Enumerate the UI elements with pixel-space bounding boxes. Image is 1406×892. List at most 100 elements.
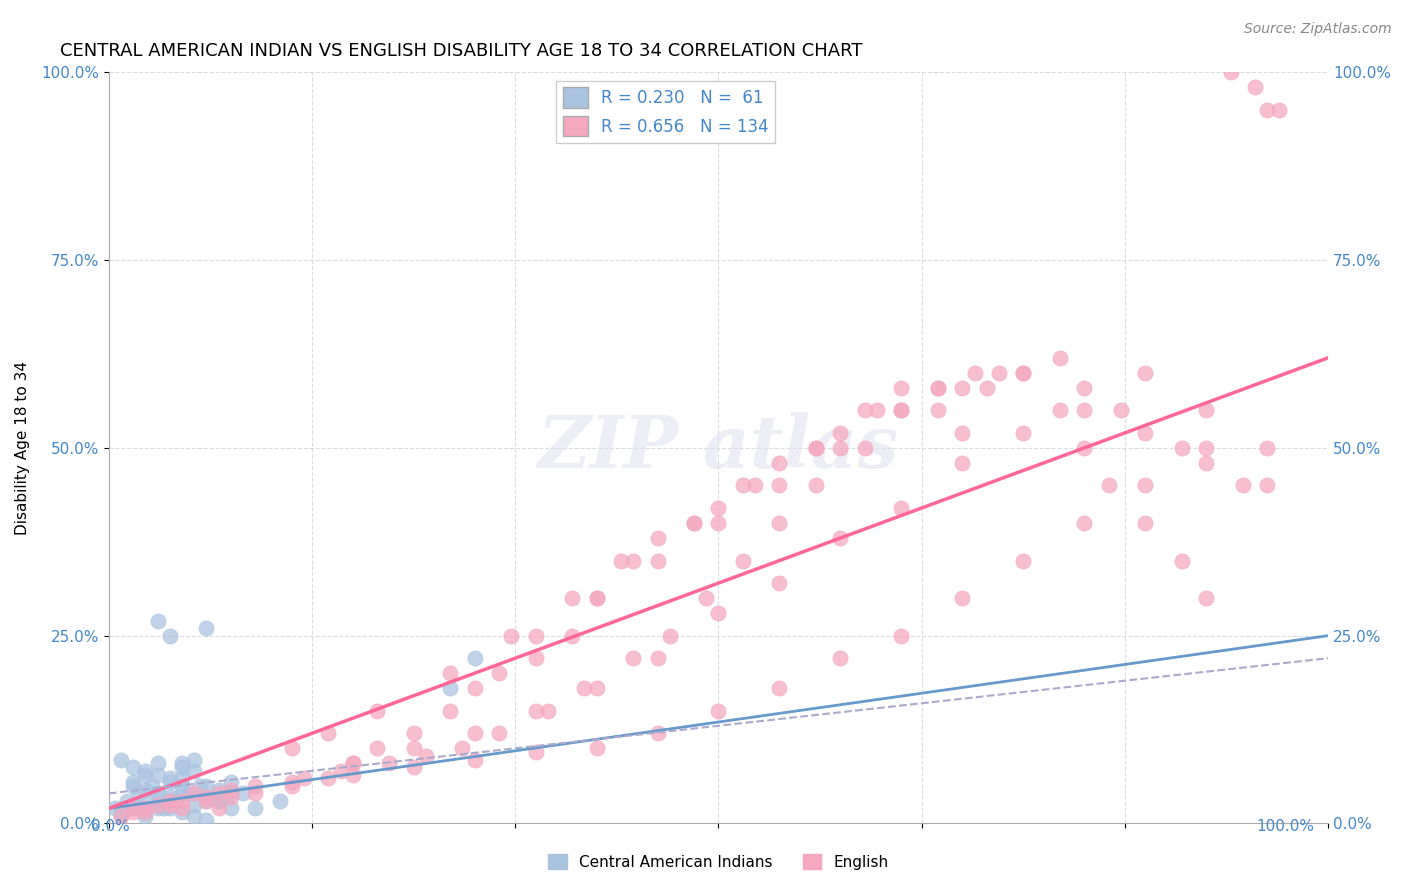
Point [134,794,156,808]
Point [170,794,193,808]
Point [1256,478,1278,492]
Point [1195,403,1218,417]
Point [110,809,132,823]
Point [195,621,218,635]
Point [707,606,730,620]
Text: 0.0%: 0.0% [91,819,131,834]
Point [804,441,827,455]
Point [269,794,291,808]
Point [134,767,156,781]
Point [647,726,669,740]
Point [853,403,876,417]
Point [110,753,132,767]
Point [146,797,169,812]
Point [122,779,145,793]
Point [292,772,315,786]
Point [585,591,607,606]
Point [524,629,547,643]
Point [195,790,218,805]
Point [280,775,302,789]
Point [159,790,181,805]
Point [1244,80,1267,95]
Point [134,809,156,823]
Point [830,651,852,665]
Point [188,779,211,793]
Point [342,756,364,771]
Point [830,441,852,455]
Point [195,794,218,808]
Point [890,500,912,515]
Point [165,794,187,808]
Point [830,531,852,545]
Point [683,516,706,530]
Point [115,794,138,808]
Point [950,425,973,440]
Point [170,760,193,774]
Point [402,726,425,740]
Point [1232,478,1254,492]
Point [378,756,401,771]
Point [219,775,242,789]
Point [707,516,730,530]
Point [1135,478,1157,492]
Point [976,381,998,395]
Point [621,553,644,567]
Point [159,772,181,786]
Text: CENTRAL AMERICAN INDIAN VS ENGLISH DISABILITY AGE 18 TO 34 CORRELATION CHART: CENTRAL AMERICAN INDIAN VS ENGLISH DISAB… [60,42,862,60]
Point [170,779,193,793]
Point [695,591,717,606]
Point [488,666,510,681]
Point [1073,381,1095,395]
Point [1109,403,1132,417]
Point [146,767,169,781]
Point [342,756,364,771]
Point [134,782,156,797]
Point [963,366,986,380]
Point [415,748,437,763]
Point [146,756,169,771]
Point [183,809,205,823]
Point [1171,553,1194,567]
Point [152,801,174,815]
Point [890,403,912,417]
Point [561,591,583,606]
Point [658,629,681,643]
Point [987,366,1010,380]
Text: Source: ZipAtlas.com: Source: ZipAtlas.com [1244,22,1392,37]
Point [927,403,949,417]
Point [207,782,229,797]
Point [134,801,156,815]
Point [195,779,218,793]
Point [366,741,388,756]
Point [561,629,583,643]
Point [219,786,242,800]
Point [207,786,229,800]
Point [647,651,669,665]
Text: ZIP atlas: ZIP atlas [538,412,898,483]
Point [1219,65,1241,79]
Point [537,704,560,718]
Point [159,801,181,815]
Point [1098,478,1121,492]
Legend: R = 0.230   N =  61, R = 0.656   N = 134: R = 0.230 N = 61, R = 0.656 N = 134 [557,81,775,143]
Point [439,666,461,681]
Point [207,801,229,815]
Point [866,403,889,417]
Point [683,516,706,530]
Point [159,794,181,808]
Point [207,794,229,808]
Point [170,772,193,786]
Point [122,797,145,812]
Point [146,786,169,800]
Point [146,786,169,800]
Point [464,681,486,696]
Point [195,794,218,808]
Point [1012,366,1035,380]
Point [1195,441,1218,455]
Point [524,651,547,665]
Y-axis label: Disability Age 18 to 34: Disability Age 18 to 34 [15,361,30,535]
Point [342,767,364,781]
Point [183,797,205,812]
Point [195,813,218,827]
Point [159,629,181,643]
